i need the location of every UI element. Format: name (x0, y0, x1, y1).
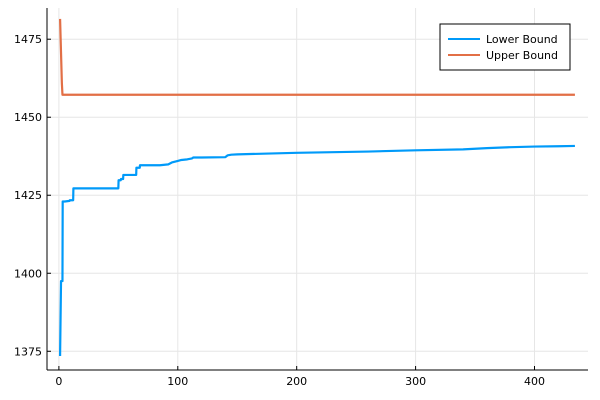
axes (46, 8, 588, 371)
legend-box (439, 23, 571, 71)
x-tick-label: 0 (55, 375, 62, 388)
x-tick-label: 400 (524, 375, 545, 388)
x-tick-label: 300 (405, 375, 426, 388)
y-tick-label: 1375 (14, 345, 42, 358)
series-line-1 (58, 18, 575, 96)
legend-label-0: Lower Bound (486, 33, 558, 46)
x-tick-label: 200 (286, 375, 307, 388)
legend-label-1: Upper Bound (486, 49, 558, 62)
legend: Lower Bound Upper Bound (439, 23, 571, 71)
tick-labels: 0 100 200 300 400 1375 1400 1425 1450 1475 (14, 33, 545, 388)
y-tick-label: 1450 (14, 111, 42, 124)
series-line-0 (58, 144, 575, 356)
series-lines (58, 18, 575, 356)
y-tick-label: 1425 (14, 189, 42, 202)
x-tick-label: 100 (167, 375, 188, 388)
y-tick-label: 1475 (14, 33, 42, 46)
y-tick-label: 1400 (14, 267, 42, 280)
